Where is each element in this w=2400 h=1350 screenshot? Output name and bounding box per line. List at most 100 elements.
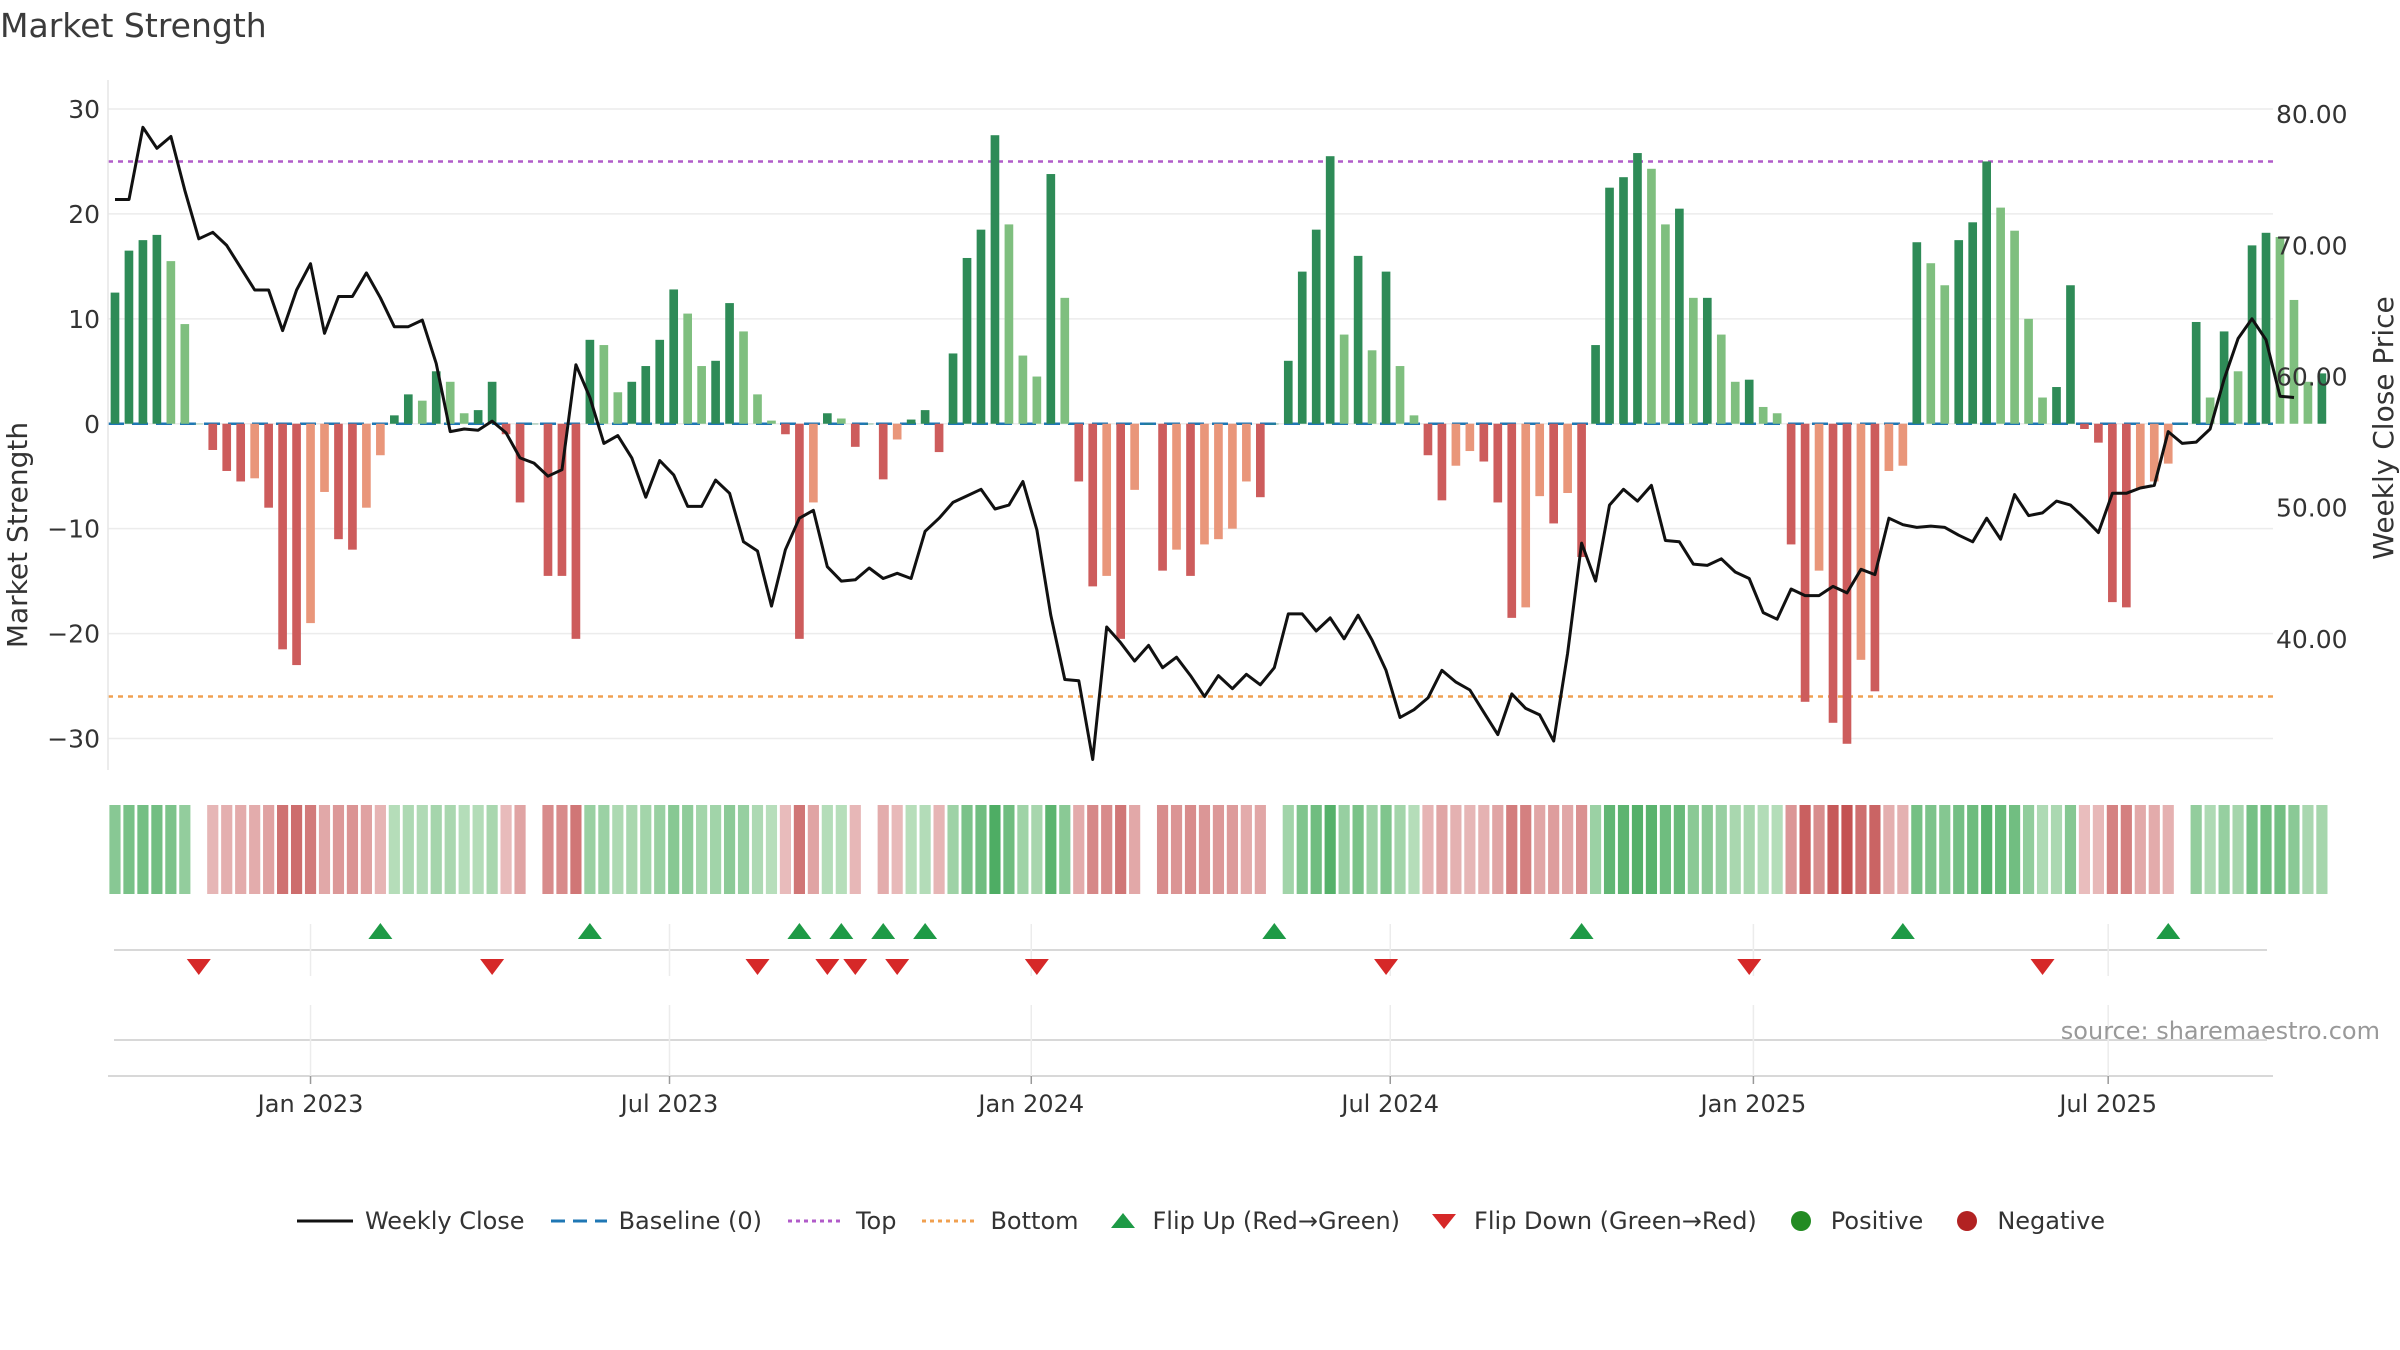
heat-strip-cell — [1953, 805, 1965, 894]
strength-bar — [962, 257, 972, 424]
legend-label-baseline: Baseline (0) — [618, 1207, 762, 1235]
flip-up-marker — [787, 923, 812, 939]
heat-strip-cell — [2218, 805, 2230, 894]
heat-strip-cell — [1268, 805, 1280, 894]
heat-strip-cell — [1576, 805, 1588, 894]
heat-strip-cell — [1450, 805, 1462, 894]
negative-dot-icon — [1957, 1211, 1978, 1231]
heat-strip-cell — [863, 805, 875, 894]
strength-bar — [1968, 222, 1978, 424]
heat-strip-cell — [668, 805, 680, 894]
strength-bar — [1437, 423, 1447, 501]
strength-bar — [2066, 285, 2075, 424]
strength-bar — [920, 410, 930, 424]
strength-bar — [1130, 423, 1139, 490]
strength-bar — [138, 240, 148, 424]
strength-bar — [1367, 350, 1377, 424]
y2-tick-label: 60.00 — [2276, 363, 2348, 392]
heat-strip-cell — [807, 805, 819, 894]
heat-strip-cell — [290, 805, 303, 894]
flip-down-marker — [1737, 959, 1762, 975]
strength-bar — [1088, 423, 1098, 587]
heat-strip-cell — [2036, 805, 2049, 894]
heat-strip-cell — [1254, 805, 1266, 894]
flip-up-marker — [1890, 923, 1915, 939]
strength-bar — [990, 135, 1000, 424]
heat-strip-cell — [1240, 805, 1252, 894]
heat-strip-cell — [905, 805, 917, 894]
strength-bar — [1409, 415, 1419, 424]
strength-bar — [2108, 423, 2117, 603]
strength-bar — [2149, 423, 2159, 482]
heat-strip-cell — [570, 805, 582, 894]
strength-bar — [2038, 397, 2047, 424]
axes: 30 20 10 0 −10 −20 −30 80.00 70.00 60.00 50.00 40.0… — [47, 80, 2348, 770]
heat-strip-cell — [1813, 805, 1825, 894]
heat-strip-cell — [1031, 805, 1043, 894]
strength-bar — [585, 339, 595, 424]
y2-tick-label: 70.00 — [2276, 231, 2348, 260]
heat-strip-cell — [1045, 805, 1057, 894]
strength-bar — [2233, 371, 2243, 424]
heat-strip-cell — [1115, 805, 1127, 894]
heat-strip-cell — [1492, 805, 1504, 894]
strength-bar — [1018, 355, 1028, 424]
legend-item-positive: Positive — [1781, 1207, 1923, 1235]
y-tick-label: 30 — [68, 95, 100, 124]
flip-down-marker — [1374, 959, 1399, 975]
heat-strip-cell — [137, 805, 149, 894]
strength-bar — [2163, 423, 2173, 464]
strength-bar — [1032, 376, 1042, 424]
heat-strip-cell — [2120, 805, 2132, 894]
y-axis-label: Market Strength — [1, 422, 34, 648]
strength-bar — [292, 423, 301, 666]
strength-bar — [739, 331, 748, 424]
heat-strip-cell — [207, 805, 219, 894]
strength-bar — [1116, 423, 1125, 639]
flip-up-marker — [1569, 923, 1594, 939]
heat-strip-cell — [696, 805, 708, 894]
heat-strip-cell — [1855, 805, 1867, 894]
heat-strip-cell — [2190, 805, 2202, 894]
legend-label-weekly-close: Weekly Close — [364, 1207, 525, 1235]
heat-strip-cell — [1743, 805, 1755, 894]
strength-bar — [1004, 224, 1014, 424]
heat-strip-cell — [919, 805, 931, 894]
heat-strip-cell — [1589, 805, 1602, 894]
strength-bar — [1395, 366, 1405, 424]
heat-strip-cell — [1366, 805, 1378, 894]
heat-strip-cell — [2288, 805, 2300, 894]
heat-strip-cell — [737, 805, 750, 894]
heat-strip-cell — [793, 805, 805, 894]
triangle-down-icon — [1432, 1214, 1457, 1229]
heat-strip-cell — [263, 805, 275, 894]
heat-strip-cell — [486, 805, 498, 894]
strength-bar — [781, 423, 790, 435]
strength-bar — [976, 229, 986, 424]
strength-bar — [906, 419, 916, 424]
heat-strip-cell — [179, 805, 191, 894]
heat-strip-cell — [2162, 805, 2174, 894]
strength-bar — [2010, 230, 2019, 424]
strength-bar — [1074, 423, 1084, 482]
strength-bar — [1633, 153, 1642, 424]
heat-strip-cell — [193, 805, 205, 894]
strength-bar — [1786, 423, 1796, 545]
heat-strip-cell — [2064, 805, 2077, 894]
heat-strip-cell — [779, 805, 792, 894]
heat-strip-cell — [1911, 805, 1923, 894]
strength-bar — [278, 423, 287, 650]
heat-strip-cell — [2009, 805, 2021, 894]
strength-bar — [152, 234, 162, 424]
heat-strip-cell — [1017, 805, 1029, 894]
heat-strip-cell — [1170, 805, 1183, 894]
heat-strip-cell — [542, 805, 554, 894]
strength-bar — [1102, 423, 1112, 576]
strength-bar — [1325, 156, 1335, 424]
strength-bar — [1591, 345, 1600, 424]
y-tick-label: 0 — [84, 410, 100, 439]
strength-bar — [459, 413, 469, 424]
heat-strip-cell — [528, 805, 540, 894]
heat-strip-cell — [1352, 805, 1364, 894]
heat-strip-cell — [1282, 805, 1294, 894]
